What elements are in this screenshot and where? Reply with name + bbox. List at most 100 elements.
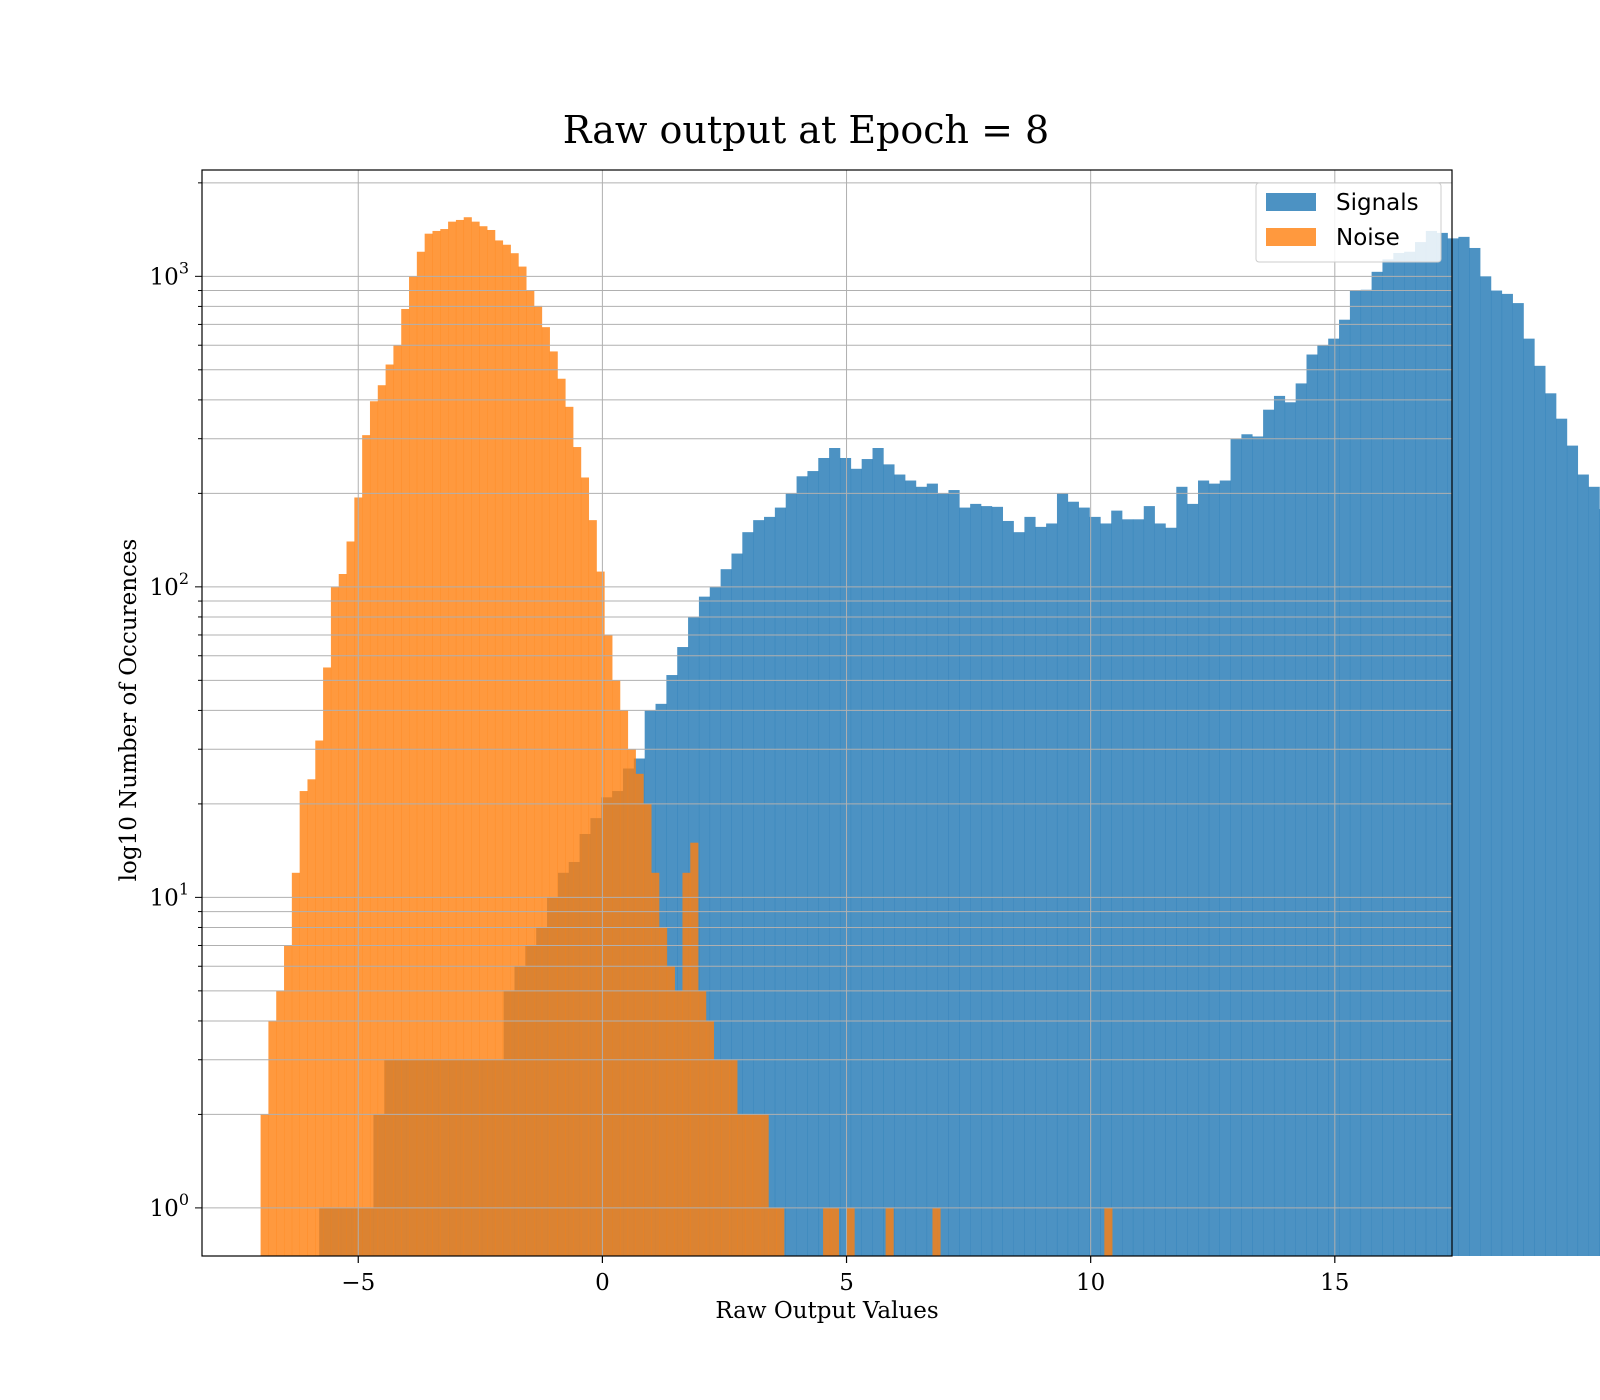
bar-signals-100: [1404, 251, 1416, 1257]
bar-signals-58: [948, 490, 960, 1256]
bar-signals-83: [1219, 480, 1231, 1256]
x-tick-label: 5: [839, 1270, 854, 1296]
bar-noise-64: [760, 1114, 769, 1256]
bar-noise-41: [580, 477, 590, 1256]
bar-signals-61: [981, 506, 993, 1257]
bar-noise-1: [268, 1020, 277, 1256]
bar-noise-61: [737, 1114, 746, 1256]
bar-noise-50: [651, 872, 660, 1256]
bar-signals-116: [1577, 474, 1589, 1256]
bar-signals-46: [818, 457, 830, 1256]
bar-noise-52: [666, 966, 675, 1256]
series-noise: [260, 217, 1113, 1257]
bar-noise-75: [846, 1207, 855, 1256]
bar-noise-24: [448, 221, 457, 1256]
bar-noise-23: [440, 229, 449, 1256]
bar-signals-77: [1154, 523, 1166, 1256]
bar-noise-57: [705, 1020, 715, 1256]
bar-noise-60: [729, 1059, 738, 1256]
bar-noise-10: [338, 574, 347, 1256]
bar-noise-14: [369, 401, 379, 1256]
bar-noise-13: [362, 435, 371, 1256]
bar-signals-102: [1425, 230, 1437, 1257]
bar-signals-47: [829, 448, 841, 1256]
bar-signals-85: [1241, 434, 1253, 1256]
bar-signals-76: [1143, 506, 1155, 1257]
axes-frame: [201, 169, 1453, 1257]
bar-noise-56: [698, 990, 707, 1256]
bar-noise-21: [424, 233, 433, 1256]
bar-noise-39: [565, 406, 574, 1256]
bar-noise-108: [1104, 1207, 1113, 1256]
bar-signals-96: [1360, 289, 1372, 1256]
bar-signals-59: [959, 507, 971, 1257]
bar-noise-11: [346, 541, 355, 1256]
bar-signals-91: [1306, 354, 1318, 1256]
bar-signals-51: [872, 448, 884, 1256]
bar-signals-97: [1371, 271, 1383, 1256]
bar-signals-35: [698, 596, 711, 1256]
bar-signals-57: [937, 493, 949, 1256]
bar-signals-40: [753, 520, 765, 1256]
bar-signals-113: [1545, 393, 1557, 1256]
bar-signals-39: [742, 532, 754, 1256]
bar-noise-48: [635, 773, 644, 1256]
bar-noise-46: [619, 710, 629, 1256]
legend-swatch-signals: [1266, 193, 1316, 211]
x-tick-label: 15: [1320, 1270, 1349, 1296]
x-axis-ticks: −5 0 5 10 15: [341, 1256, 1349, 1296]
bar-signals-64: [1013, 532, 1025, 1256]
bar-noise-18: [401, 308, 410, 1257]
bar-noise-2: [276, 990, 285, 1256]
bar-noise-45: [612, 680, 621, 1256]
bar-noise-54: [682, 872, 691, 1256]
y-axis-label: log10 Number of Occurences: [116, 539, 142, 882]
bar-noise-47: [627, 749, 636, 1256]
bar-noise-16: [385, 364, 394, 1256]
bar-signals-84: [1230, 438, 1242, 1256]
bar-noise-34: [526, 290, 535, 1256]
bar-noise-6: [307, 779, 316, 1256]
bar-signals-60: [970, 503, 982, 1256]
bars-layer: [260, 217, 1600, 1257]
bar-signals-93: [1328, 338, 1340, 1256]
bar-signals-71: [1089, 516, 1101, 1256]
bar-noise-51: [659, 927, 668, 1256]
bar-signals-86: [1252, 436, 1264, 1257]
bar-noise-30: [494, 240, 504, 1256]
bar-signals-68: [1056, 493, 1069, 1256]
bar-signals-55: [915, 486, 928, 1256]
x-tick-label: −5: [341, 1270, 375, 1296]
bar-signals-75: [1132, 519, 1145, 1256]
bar-signals-95: [1349, 290, 1362, 1256]
legend-label-noise: Noise: [1336, 225, 1400, 251]
x-axis-label: Raw Output Values: [715, 1298, 938, 1324]
bar-signals-110: [1512, 303, 1524, 1257]
bar-signals-88: [1273, 395, 1286, 1256]
bar-noise-22: [432, 230, 441, 1257]
bar-signals-114: [1556, 418, 1568, 1256]
bar-signals-43: [785, 493, 797, 1256]
bar-noise-29: [487, 229, 496, 1257]
bar-noise-8: [323, 667, 332, 1256]
bar-signals-67: [1046, 523, 1058, 1256]
bar-noise-20: [416, 251, 425, 1257]
bar-signals-49: [850, 468, 862, 1256]
bar-noise-58: [713, 1059, 722, 1256]
bar-noise-4: [291, 872, 300, 1256]
bar-signals-80: [1187, 503, 1199, 1256]
bar-signals-99: [1393, 252, 1405, 1257]
bar-noise-72: [823, 1207, 832, 1256]
bar-noise-49: [643, 803, 652, 1256]
bar-noise-31: [502, 244, 511, 1257]
bar-signals-44: [796, 476, 808, 1256]
bar-signals-94: [1339, 319, 1351, 1256]
grid-layer: [202, 170, 1452, 1256]
bar-noise-7: [315, 740, 324, 1256]
bar-noise-15: [377, 385, 386, 1257]
bar-noise-62: [744, 1114, 754, 1256]
bar-signals-45: [807, 471, 819, 1256]
bar-noise-35: [534, 305, 543, 1256]
bar-signals-106: [1469, 247, 1481, 1257]
